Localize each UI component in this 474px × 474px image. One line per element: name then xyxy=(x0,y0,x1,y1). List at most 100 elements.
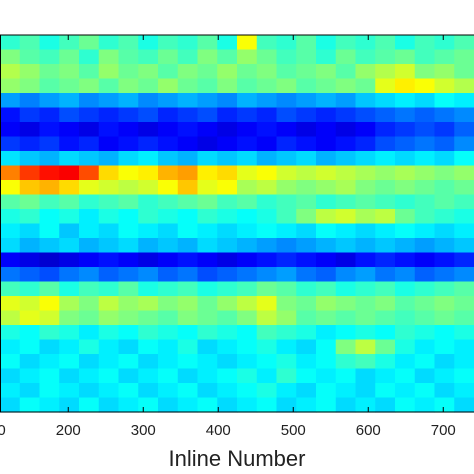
heatmap-cell xyxy=(39,194,60,210)
heatmap-cell xyxy=(316,151,337,167)
heatmap-cell xyxy=(434,267,455,283)
heatmap-cell xyxy=(335,165,357,181)
heatmap-cell xyxy=(316,397,337,413)
heatmap-cell xyxy=(138,64,159,80)
heatmap-cell xyxy=(19,325,41,341)
heatmap-cell xyxy=(177,339,199,355)
heatmap-cell xyxy=(59,383,80,399)
heatmap-cell xyxy=(158,397,179,413)
heatmap-cell xyxy=(335,397,357,413)
heatmap-cell xyxy=(316,122,337,138)
heatmap-cell xyxy=(0,310,21,326)
heatmap-cell xyxy=(138,93,159,109)
heatmap-cell xyxy=(296,64,317,80)
heatmap-cell xyxy=(39,354,60,370)
heatmap-cell xyxy=(19,223,41,239)
heatmap-cell xyxy=(316,136,337,152)
heatmap-cell xyxy=(79,267,100,283)
heatmap-cell xyxy=(276,368,297,384)
heatmap-cell xyxy=(454,252,474,268)
heatmap-cell xyxy=(39,238,60,254)
heatmap-cell xyxy=(177,383,199,399)
heatmap-cell xyxy=(118,296,139,312)
heatmap-cell xyxy=(454,368,474,384)
heatmap-cell xyxy=(197,296,218,312)
heatmap-cell xyxy=(177,325,199,341)
heatmap-cell xyxy=(434,136,455,152)
heatmap-cell xyxy=(375,252,396,268)
heatmap-cell xyxy=(158,339,179,355)
heatmap-cell xyxy=(98,223,120,239)
heatmap-cell xyxy=(59,223,80,239)
heatmap-cell xyxy=(414,238,436,254)
heatmap-cell xyxy=(177,209,199,225)
heatmap-cell xyxy=(237,223,258,239)
heatmap-cell xyxy=(375,194,396,210)
x-tick-label: 500 xyxy=(281,422,306,439)
heatmap-cell xyxy=(395,78,416,94)
heatmap-cell xyxy=(59,354,80,370)
heatmap-cell xyxy=(0,223,21,239)
heatmap-cell xyxy=(118,35,139,51)
heatmap-cell xyxy=(138,122,159,138)
heatmap-cell xyxy=(59,281,80,297)
heatmap-cell xyxy=(454,238,474,254)
heatmap-cell xyxy=(335,281,357,297)
heatmap-cell xyxy=(454,281,474,297)
heatmap-cell xyxy=(19,49,41,65)
heatmap-cell xyxy=(296,383,317,399)
heatmap-cell xyxy=(19,354,41,370)
heatmap-cell xyxy=(59,238,80,254)
heatmap-cell xyxy=(434,339,455,355)
heatmap-cell xyxy=(316,78,337,94)
heatmap-cell xyxy=(316,238,337,254)
heatmap-cell xyxy=(197,49,218,65)
heatmap-cell xyxy=(158,267,179,283)
heatmap-cell xyxy=(355,93,376,109)
heatmap-cell xyxy=(59,267,80,283)
heatmap-cell xyxy=(118,281,139,297)
heatmap-cell xyxy=(395,93,416,109)
heatmap-cell xyxy=(19,383,41,399)
heatmap-cell xyxy=(296,310,317,326)
heatmap-cell xyxy=(158,35,179,51)
heatmap-cell xyxy=(138,397,159,413)
heatmap-cell xyxy=(454,165,474,181)
heatmap-cell xyxy=(79,354,100,370)
heatmap-cell xyxy=(59,35,80,51)
heatmap-cell xyxy=(59,180,80,196)
heatmap-cell xyxy=(395,64,416,80)
heatmap-cell xyxy=(158,383,179,399)
heatmap-cell xyxy=(98,93,120,109)
heatmap-cell xyxy=(237,93,258,109)
heatmap-cell xyxy=(177,35,199,51)
heatmap-cell xyxy=(414,107,436,123)
heatmap-cell xyxy=(217,281,238,297)
heatmap-cell xyxy=(237,180,258,196)
heatmap-cell xyxy=(79,136,100,152)
heatmap-cell xyxy=(177,136,199,152)
heatmap-cell xyxy=(59,64,80,80)
heatmap-cell xyxy=(375,339,396,355)
heatmap-cell xyxy=(434,107,455,123)
heatmap-cell xyxy=(217,397,238,413)
heatmap-cell xyxy=(237,49,258,65)
heatmap-cell xyxy=(217,122,238,138)
heatmap-cell xyxy=(118,223,139,239)
heatmap-cell xyxy=(197,397,218,413)
heatmap-cell xyxy=(118,107,139,123)
heatmap-cell xyxy=(59,93,80,109)
heatmap-cell xyxy=(355,107,376,123)
heatmap-cell xyxy=(197,267,218,283)
heatmap-cell xyxy=(98,180,120,196)
heatmap-cell xyxy=(0,354,21,370)
heatmap-cell xyxy=(454,122,474,138)
heatmap-cell xyxy=(375,107,396,123)
heatmap-cell xyxy=(0,180,21,196)
heatmap-cell xyxy=(98,296,120,312)
heatmap-cell xyxy=(39,49,60,65)
heatmap-cell xyxy=(177,252,199,268)
heatmap-cell xyxy=(434,180,455,196)
heatmap-cell xyxy=(375,296,396,312)
heatmap-cell xyxy=(197,194,218,210)
